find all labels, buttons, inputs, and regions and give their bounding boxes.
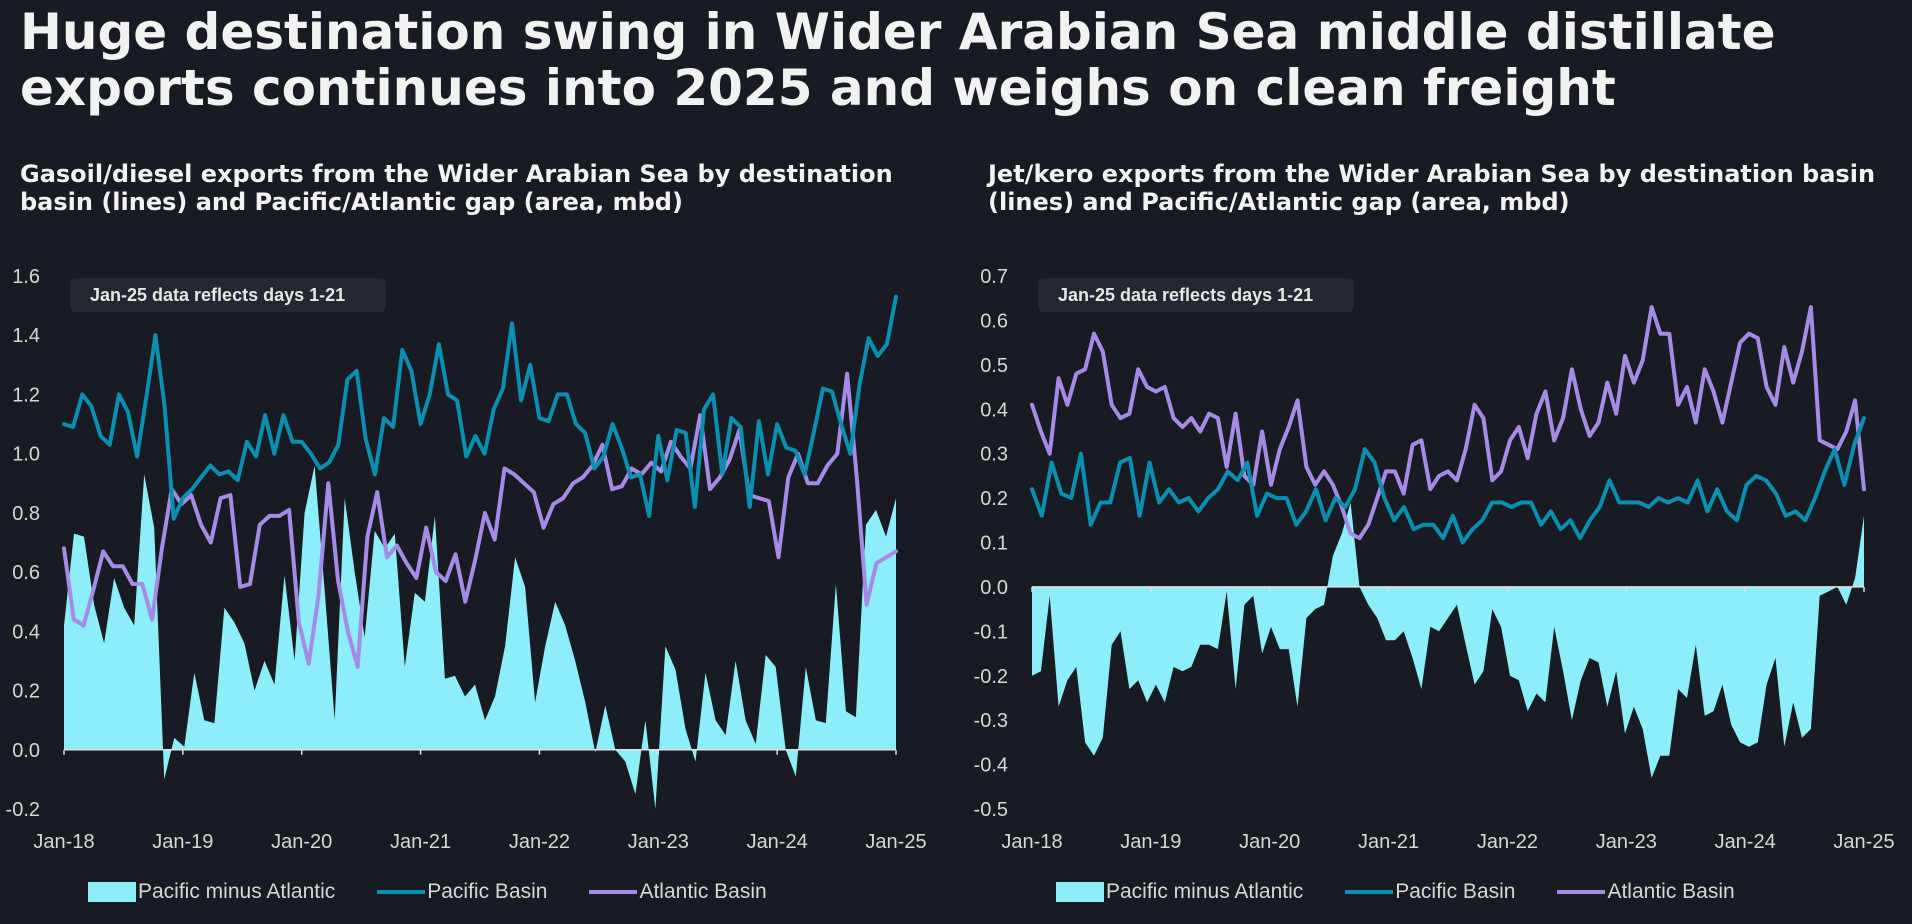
x-tick-label: Jan-19: [152, 831, 213, 853]
jet-chart: Jan-25 data reflects days 1-21 0.7 0.6 0.5 0…: [974, 266, 1895, 853]
y-tick-label: -0.2: [974, 666, 1008, 688]
x-tick-label: Jan-24: [747, 831, 808, 853]
gasoil-chart-panel: Gasoil/diesel exports from the Wider Ara…: [0, 158, 950, 924]
y-tick-label: 0.2: [12, 681, 40, 703]
y-tick-label: 0.3: [980, 444, 1008, 466]
chart-legend: Pacific minus Atlantic Pacific Basin Atl…: [1056, 880, 1777, 904]
y-tick-label: -0.1: [974, 621, 1008, 643]
y-tick-label: -0.5: [974, 799, 1008, 821]
y-tick-label: 0.0: [12, 740, 40, 762]
note-box: [70, 278, 386, 312]
series-line-atlantic-basin: [62, 371, 898, 669]
y-tick-label: -0.3: [974, 710, 1008, 732]
x-tick-label: Jan-25: [865, 831, 926, 853]
x-tick-label: Jan-19: [1120, 831, 1181, 853]
y-tick-label: 0.4: [980, 399, 1008, 421]
y-tick-label: 0.7: [980, 266, 1008, 288]
series-line-pacific-basin: [1030, 416, 1866, 545]
chart-title: Gasoil/diesel exports from the Wider Ara…: [20, 160, 893, 216]
chart-legend: Pacific minus Atlantic Pacific Basin Atl…: [88, 880, 809, 904]
y-tick-label: 0.0: [980, 577, 1008, 599]
y-tick-label: -0.4: [974, 755, 1008, 777]
legend-swatch-area: [1056, 882, 1104, 902]
legend-swatch-pacific: [377, 890, 426, 894]
y-tick-label: 0.6: [12, 562, 40, 584]
data-note: Jan-25 data reflects days 1-21: [70, 278, 386, 312]
y-tick-label: 1.0: [12, 444, 40, 466]
legend-label: Pacific Basin: [1395, 880, 1516, 903]
y-tick-label: 0.4: [12, 621, 40, 643]
note-text: Jan-25 data reflects days 1-21: [90, 285, 345, 305]
x-tick-label: Jan-23: [628, 831, 689, 853]
y-tick-label: 0.1: [980, 533, 1008, 555]
x-tick-label: Jan-18: [33, 831, 94, 853]
x-tick-label: Jan-20: [271, 831, 332, 853]
y-tick-label: 1.2: [12, 384, 40, 406]
y-tick-label: 0.6: [980, 310, 1008, 332]
legend-label: Atlantic Basin: [1607, 880, 1735, 903]
legend-swatch-pacific: [1345, 890, 1394, 894]
legend-label: Pacific minus Atlantic: [138, 880, 336, 903]
x-tick-label: Jan-18: [1001, 831, 1062, 853]
gasoil-chart: Jan-25 data reflects days 1-21 1.6 1.4 1.2 1…: [6, 266, 927, 853]
y-tick-label: -0.2: [6, 799, 40, 821]
data-note: Jan-25 data reflects days 1-21: [1038, 278, 1354, 312]
y-tick-label: 1.6: [12, 266, 40, 288]
jet-chart-panel: Jet/kero exports from the Wider Arabian …: [968, 158, 1912, 924]
series-area-pacific-minus-atlantic: [1032, 502, 1864, 778]
y-tick-label: 0.8: [12, 503, 40, 525]
legend-item-area: Pacific minus Atlantic: [1056, 880, 1303, 904]
x-tick-label: Jan-25: [1833, 831, 1894, 853]
note-text: Jan-25 data reflects days 1-21: [1058, 285, 1313, 305]
x-tick-label: Jan-24: [1715, 831, 1776, 853]
x-tick-label: Jan-22: [1477, 831, 1538, 853]
y-tick-label: 1.4: [12, 325, 40, 347]
legend-item-atlantic: Atlantic Basin: [1557, 880, 1735, 904]
main-title: Huge destination swing in Wider Arabian …: [20, 3, 1776, 117]
y-tick-label: 0.5: [980, 355, 1008, 377]
legend-label: Pacific minus Atlantic: [1106, 880, 1304, 903]
x-tick-label: Jan-21: [390, 831, 451, 853]
x-tick-label: Jan-23: [1596, 831, 1657, 853]
legend-label: Pacific Basin: [427, 880, 548, 903]
legend-item-pacific: Pacific Basin: [377, 880, 547, 904]
chart-title: Jet/kero exports from the Wider Arabian …: [988, 160, 1876, 216]
legend-swatch-atlantic: [1557, 890, 1606, 894]
legend-item-pacific: Pacific Basin: [1345, 880, 1515, 904]
x-tick-label: Jan-20: [1239, 831, 1300, 853]
legend-item-atlantic: Atlantic Basin: [589, 880, 767, 904]
legend-label: Atlantic Basin: [639, 880, 767, 903]
legend-swatch-area: [88, 882, 136, 902]
series-line-pacific-basin: [62, 294, 898, 521]
series-line-atlantic-basin: [1030, 305, 1866, 541]
legend-swatch-atlantic: [589, 890, 638, 894]
series-area-pacific-minus-atlantic: [64, 465, 896, 809]
legend-item-area: Pacific minus Atlantic: [88, 880, 335, 904]
y-tick-label: 0.2: [980, 488, 1008, 510]
x-tick-label: Jan-22: [509, 831, 570, 853]
note-box: [1038, 278, 1354, 312]
x-tick-label: Jan-21: [1358, 831, 1419, 853]
